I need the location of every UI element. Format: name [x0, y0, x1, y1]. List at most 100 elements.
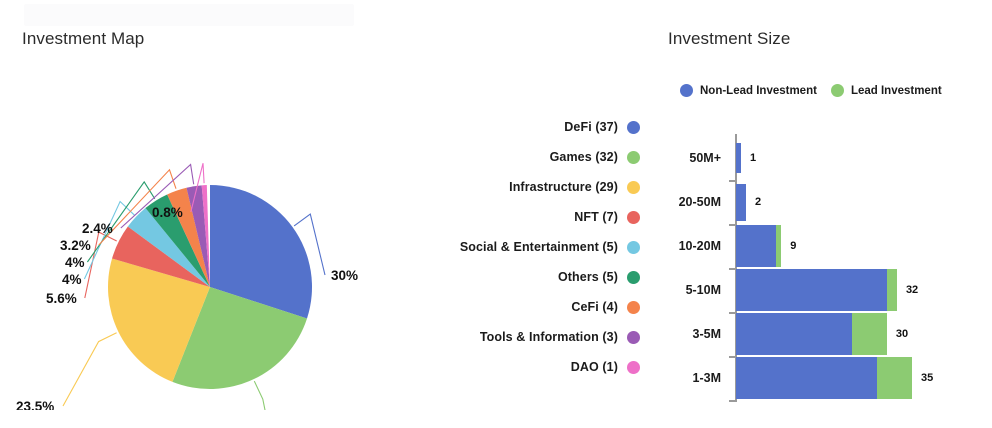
pie-leader-line	[293, 213, 326, 276]
legend-item-label: DAO (1)	[570, 360, 618, 374]
legend-item-label: Others (5)	[557, 270, 618, 284]
investment-map-legend: DeFi (37) Games (32) Infrastructure (29) NF…	[400, 112, 640, 382]
legend-item-label: Infrastructure (29)	[509, 180, 618, 194]
bar-total-value-label: 35	[921, 372, 934, 384]
legend-color-dot-icon	[627, 270, 640, 284]
pie-leader-line	[98, 168, 177, 246]
bar-category-label: 5-10M	[685, 283, 721, 297]
bar-segment-non-lead[interactable]	[736, 143, 742, 173]
legend-color-dot-icon	[627, 180, 640, 194]
page-title-investment-size: Investment Size	[668, 29, 791, 48]
pie-slice-percentage: 3.2%	[60, 238, 91, 253]
bar-segment-lead[interactable]	[876, 357, 913, 399]
legend-color-dot-icon	[627, 300, 640, 314]
bar-chart-row: 10-20M 9	[660, 225, 990, 267]
bar-track: 32	[736, 269, 918, 311]
pie-slice[interactable]	[107, 258, 210, 382]
legend-item[interactable]: Games (32)	[400, 142, 640, 172]
pie-leader-line	[83, 200, 135, 280]
pie-slice[interactable]	[167, 187, 210, 287]
legend-color-dot-icon	[627, 210, 640, 224]
legend-item[interactable]: Social & Entertainment (5)	[400, 232, 640, 262]
bar-category-label: 20-50M	[678, 195, 721, 209]
pie-leader-line	[120, 163, 195, 229]
legend-item-label: CeFi (4)	[571, 300, 618, 314]
bar-chart-row: 50M+ 1	[660, 143, 990, 173]
bar-axis-tick	[729, 224, 735, 226]
legend-color-dot-icon	[627, 150, 640, 164]
pie-slice-percentage: 2.4%	[82, 221, 113, 236]
page-title-investment-map: Investment Map	[22, 29, 145, 48]
legend-color-dot-icon	[627, 360, 640, 374]
bar-segment-lead[interactable]	[776, 225, 782, 267]
bar-total-value-label: 30	[895, 328, 909, 340]
legend-item[interactable]: Tools & Information (3)	[400, 322, 640, 352]
pie-percentage-labels: 30%26%23.5%5.6%4%4%3.2%2.4%0.8%	[16, 205, 358, 410]
bar-legend-item[interactable]: Lead Investment	[830, 84, 942, 97]
legend-color-dot-icon	[627, 330, 640, 344]
legend-item[interactable]: Infrastructure (29)	[400, 172, 640, 202]
legend-item-label: NFT (7)	[574, 210, 618, 224]
legend-item[interactable]: DeFi (37)	[400, 112, 640, 142]
bar-segment-non-lead[interactable]	[736, 357, 877, 399]
pie-slice[interactable]	[186, 185, 211, 287]
bar-axis-tick	[729, 268, 735, 270]
legend-item[interactable]: CeFi (4)	[400, 292, 640, 322]
bar-category-label: 10-20M	[678, 239, 721, 253]
pie-slice[interactable]	[112, 226, 210, 287]
bar-legend-label: Non-Lead Investment	[700, 84, 817, 97]
bar-chart-row: 20-50M 2	[660, 183, 990, 221]
pie-slice-percentage: 5.6%	[46, 291, 77, 306]
bar-track: 2	[736, 183, 762, 221]
bar-total-value-label: 1	[750, 152, 757, 164]
legend-item[interactable]: NFT (7)	[400, 202, 640, 232]
investment-size-legend: Non-Lead Investment Lead Investment	[680, 84, 942, 97]
pie-slice-percentage: 30%	[331, 268, 358, 283]
legend-color-dot-icon	[627, 120, 640, 134]
bar-segment-non-lead[interactable]	[736, 225, 777, 267]
legend-item-label: Games (32)	[549, 150, 618, 164]
bar-axis-tick	[729, 356, 735, 358]
bar-axis-tick	[729, 400, 735, 402]
pie-slice[interactable]	[145, 194, 210, 287]
bar-category-label: 1-3M	[692, 371, 721, 385]
bar-track: 9	[736, 225, 796, 267]
header-accent-band	[24, 4, 354, 26]
bar-total-value-label: 9	[790, 240, 797, 252]
pie-leader-line	[62, 332, 117, 407]
pie-slice[interactable]	[210, 185, 313, 319]
bar-category-label: 3-5M	[692, 327, 721, 341]
pie-slice-group	[107, 185, 313, 390]
bar-segment-non-lead[interactable]	[736, 313, 852, 355]
bar-segment-lead[interactable]	[851, 313, 887, 355]
bar-legend-color-dot-icon	[830, 84, 844, 97]
pie-leader-lines	[62, 163, 326, 410]
bar-axis-tick	[729, 312, 735, 314]
bar-segment-non-lead[interactable]	[736, 269, 887, 311]
pie-svg: 30%26%23.5%5.6%4%4%3.2%2.4%0.8%	[16, 163, 358, 410]
legend-color-dot-icon	[627, 240, 640, 254]
bar-segment-lead[interactable]	[886, 269, 897, 311]
bar-legend-item[interactable]: Non-Lead Investment	[680, 84, 817, 97]
investment-size-bar-chart: 50M+ 1 20-50M 2 10-20M 9 5-10M 32 3-5M 30 1-3M 35	[660, 128, 990, 413]
pie-slice-percentage: 0.8%	[152, 205, 183, 220]
bar-segment-non-lead[interactable]	[736, 183, 747, 221]
bar-chart-y-axis	[735, 134, 737, 402]
pie-slice[interactable]	[201, 185, 210, 287]
legend-item[interactable]: DAO (1)	[400, 352, 640, 382]
pie-leader-line	[86, 180, 156, 263]
bar-legend-color-dot-icon	[680, 84, 693, 97]
pie-slice-percentage: 23.5%	[16, 399, 54, 410]
bar-axis-tick	[729, 180, 735, 182]
bar-total-value-label: 2	[755, 196, 762, 208]
legend-item-label: DeFi (37)	[564, 120, 618, 134]
pie-slice[interactable]	[127, 208, 210, 287]
pie-slice[interactable]	[172, 287, 308, 390]
legend-item[interactable]: Others (5)	[400, 262, 640, 292]
pie-slice-percentage: 4%	[62, 272, 82, 287]
legend-item-label: Tools & Information (3)	[479, 330, 618, 344]
legend-item-label: Social & Entertainment (5)	[459, 240, 618, 254]
bar-category-label: 50M+	[689, 151, 721, 165]
pie-leader-line	[84, 231, 117, 299]
bar-chart-row: 5-10M 32	[660, 269, 990, 311]
